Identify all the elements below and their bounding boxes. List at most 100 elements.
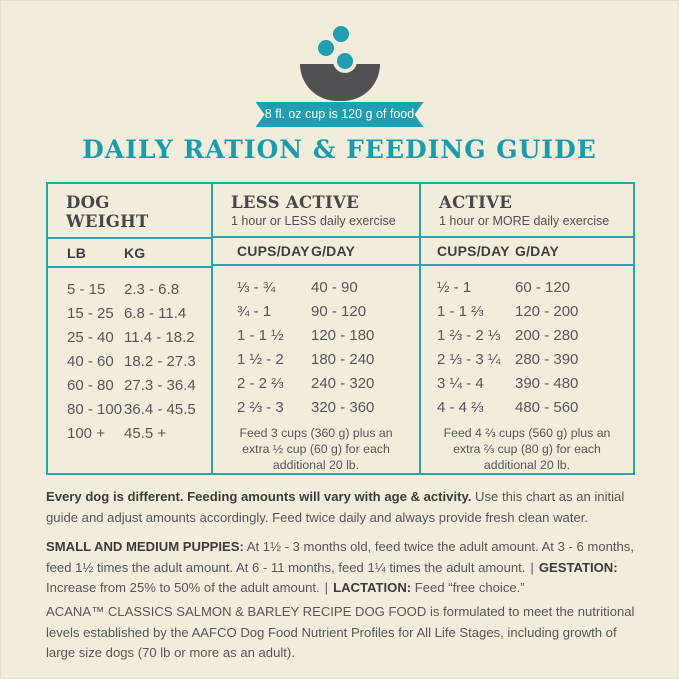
weight-body: 5 - 15 2.3 - 6.8 15 - 25 6.8 - 11.4 25 - 4… xyxy=(48,268,211,473)
grams-value: 120 - 200 xyxy=(515,303,579,320)
dog-weight-title: DOG WEIGHT xyxy=(66,193,211,231)
active-extra-note: Feed 4 ⅔ cups (560 g) plus an extra ⅔ cu… xyxy=(443,426,611,472)
page-title: DAILY RATION & FEEDING GUIDE xyxy=(82,135,597,164)
grams-value: 200 - 280 xyxy=(515,327,579,344)
general-feeding-note: Every dog is different. Feeding amounts … xyxy=(46,487,637,528)
cups-value: ½ - 1 xyxy=(437,279,472,296)
grams-value: 120 - 180 xyxy=(311,327,375,344)
cup-measure-badge: 8 fl. oz cup is 120 g of food xyxy=(256,102,424,127)
less-active-header: LESS ACTIVE 1 hour or LESS daily exercis… xyxy=(213,184,419,236)
feeding-table: DOG WEIGHT LB KG 5 - 15 2.3 - 6.8 15 - 25… xyxy=(46,182,635,475)
aafco-text: is formulated to meet the nutritional le… xyxy=(46,604,635,660)
grams-value: 40 - 90 xyxy=(311,279,358,296)
table-row: 3 ¼ - 4 390 - 480 xyxy=(421,372,633,396)
less-active-subtitle: 1 hour or LESS daily exercise xyxy=(231,214,396,228)
less-active-title: LESS ACTIVE xyxy=(231,193,360,212)
cups-value: 2 ⅓ - 3 ¼ xyxy=(437,351,501,368)
grams-value: 60 - 120 xyxy=(515,279,571,296)
table-row: 40 - 60 18.2 - 27.3 xyxy=(48,350,211,374)
weight-subheader: LB KG xyxy=(48,237,211,268)
lb-value: 60 - 80 xyxy=(67,377,114,394)
table-row: 4 - 4 ⅔ 480 - 560 xyxy=(421,396,633,420)
bowl-graphic xyxy=(1,1,679,111)
column-header-cups-day: CUPS/DAY xyxy=(237,242,310,259)
kg-value: 11.4 - 18.2 xyxy=(124,329,195,346)
kg-value: 18.2 - 27.3 xyxy=(124,353,196,370)
kibble-dot-icon xyxy=(337,53,353,69)
cups-value: 1 ⅔ - 2 ⅓ xyxy=(437,327,501,344)
grams-value: 480 - 560 xyxy=(515,399,579,416)
less-active-extra-note: Feed 3 cups (360 g) plus an extra ½ cup … xyxy=(239,426,393,472)
bowl-icon xyxy=(300,64,380,101)
table-row: ¾ - 1 90 - 120 xyxy=(213,300,419,324)
cups-value: 3 ¼ - 4 xyxy=(437,375,484,392)
active-title: ACTIVE xyxy=(439,193,513,212)
lb-value: 25 - 40 xyxy=(67,329,114,346)
active-header: ACTIVE 1 hour or MORE daily exercise xyxy=(421,184,633,236)
lb-value: 100 + xyxy=(67,425,105,442)
table-row: 2 - 2 ⅔ 240 - 320 xyxy=(213,372,419,396)
life-stage-note: SMALL AND MEDIUM PUPPIES: At 1½ - 3 mont… xyxy=(46,537,637,599)
table-row: 1 - 1 ⅔ 120 - 200 xyxy=(421,300,633,324)
active-section: ACTIVE 1 hour or MORE daily exercise CUP… xyxy=(421,184,633,473)
dog-weight-header: DOG WEIGHT xyxy=(48,184,211,237)
table-row: 15 - 25 6.8 - 11.4 xyxy=(48,302,211,326)
feeding-note-bold: Every dog is different. Feeding amounts … xyxy=(46,489,472,504)
feeding-note-rest: Use this chart as an initial guide and a… xyxy=(46,489,625,525)
lb-value: 5 - 15 xyxy=(67,281,106,298)
separator: | xyxy=(324,580,329,595)
cups-value: ¾ - 1 xyxy=(237,303,272,320)
puppies-label: SMALL AND MEDIUM PUPPIES: xyxy=(46,539,244,554)
kg-value: 45.5 + xyxy=(124,425,167,442)
aafco-statement: ACANA™ CLASSICS SALMON & BARLEY RECIPE D… xyxy=(46,602,637,664)
grams-value: 90 - 120 xyxy=(311,303,367,320)
column-header-g-day: G/DAY xyxy=(515,242,560,259)
active-subtitle: 1 hour or MORE daily exercise xyxy=(439,214,610,228)
kg-value: 6.8 - 11.4 xyxy=(124,305,187,322)
table-row: 2 ⅔ - 3 320 - 360 xyxy=(213,396,419,420)
cups-value: 2 - 2 ⅔ xyxy=(237,375,284,392)
lactation-text: Feed “free choice.” xyxy=(411,580,525,595)
kg-value: 27.3 - 36.4 xyxy=(124,377,196,394)
column-header-kg: KG xyxy=(124,244,146,261)
column-header-g-day: G/DAY xyxy=(311,242,356,259)
table-row: 100 + 45.5 + xyxy=(48,422,211,446)
cups-value: ⅓ - ¾ xyxy=(237,279,276,296)
gestation-label: GESTATION: xyxy=(538,559,618,575)
table-row: 25 - 40 11.4 - 18.2 xyxy=(48,326,211,350)
cups-value: 1 - 1 ⅔ xyxy=(437,303,484,320)
table-row: ½ - 1 60 - 120 xyxy=(421,276,633,300)
lb-value: 80 - 100 xyxy=(67,401,123,418)
grams-value: 390 - 480 xyxy=(515,375,579,392)
lactation-label: LACTATION: xyxy=(333,580,412,595)
less-active-subheader: CUPS/DAY G/DAY xyxy=(213,235,419,266)
grams-value: 180 - 240 xyxy=(311,351,375,368)
table-row: 60 - 80 27.3 - 36.4 xyxy=(48,374,211,398)
dog-weight-title-line1: DOG xyxy=(66,193,110,212)
table-row: 1 ⅔ - 2 ⅓ 200 - 280 xyxy=(421,324,633,348)
dog-weight-title-line2: WEIGHT xyxy=(66,212,149,231)
column-header-lb: LB xyxy=(67,244,87,261)
cups-value: 1 ½ - 2 xyxy=(237,351,284,368)
kg-value: 36.4 - 45.5 xyxy=(124,401,196,418)
kibble-dot-icon xyxy=(333,26,349,42)
table-row: 5 - 15 2.3 - 6.8 xyxy=(48,278,211,302)
cup-measure-text: 8 fl. oz cup is 120 g of food xyxy=(264,107,415,121)
table-row: ⅓ - ¾ 40 - 90 xyxy=(213,276,419,300)
cups-value: 1 - 1 ½ xyxy=(237,327,284,344)
cups-value: 2 ⅔ - 3 xyxy=(237,399,284,416)
grams-value: 320 - 360 xyxy=(311,399,375,416)
kg-value: 2.3 - 6.8 xyxy=(124,281,180,298)
gestation-text: Increase from 25% to 50% of the adult am… xyxy=(46,580,320,595)
puppies-text: At 1½ - 3 months old, feed twice the adu… xyxy=(46,539,634,575)
separator: | xyxy=(530,559,534,575)
less-active-section: LESS ACTIVE 1 hour or LESS daily exercis… xyxy=(211,184,421,473)
table-row: 80 - 100 36.4 - 45.5 xyxy=(48,398,211,422)
grams-value: 240 - 320 xyxy=(311,375,375,392)
active-body: ½ - 1 60 - 120 1 - 1 ⅔ 120 - 200 1 ⅔ - 2 ⅓… xyxy=(421,266,633,473)
cups-value: 4 - 4 ⅔ xyxy=(437,399,484,416)
table-row: 1 - 1 ½ 120 - 180 xyxy=(213,324,419,348)
grams-value: 280 - 390 xyxy=(515,351,579,368)
product-name: ACANA™ CLASSICS SALMON & BARLEY RECIPE D… xyxy=(46,604,427,619)
